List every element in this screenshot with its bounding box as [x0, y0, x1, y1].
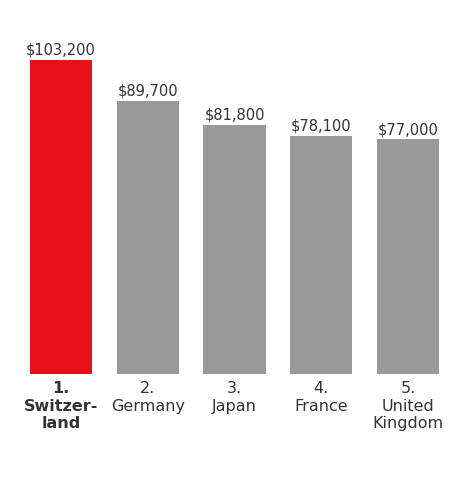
Text: $103,200: $103,200 [26, 42, 96, 57]
Text: $77,000: $77,000 [378, 122, 439, 137]
Bar [30, 60, 92, 374]
Text: $89,700: $89,700 [117, 84, 178, 98]
Text: $81,800: $81,800 [204, 108, 265, 122]
Text: $78,100: $78,100 [291, 119, 352, 134]
Bar [377, 140, 439, 374]
Bar [117, 101, 179, 374]
Bar [203, 125, 266, 374]
Bar [290, 136, 352, 374]
